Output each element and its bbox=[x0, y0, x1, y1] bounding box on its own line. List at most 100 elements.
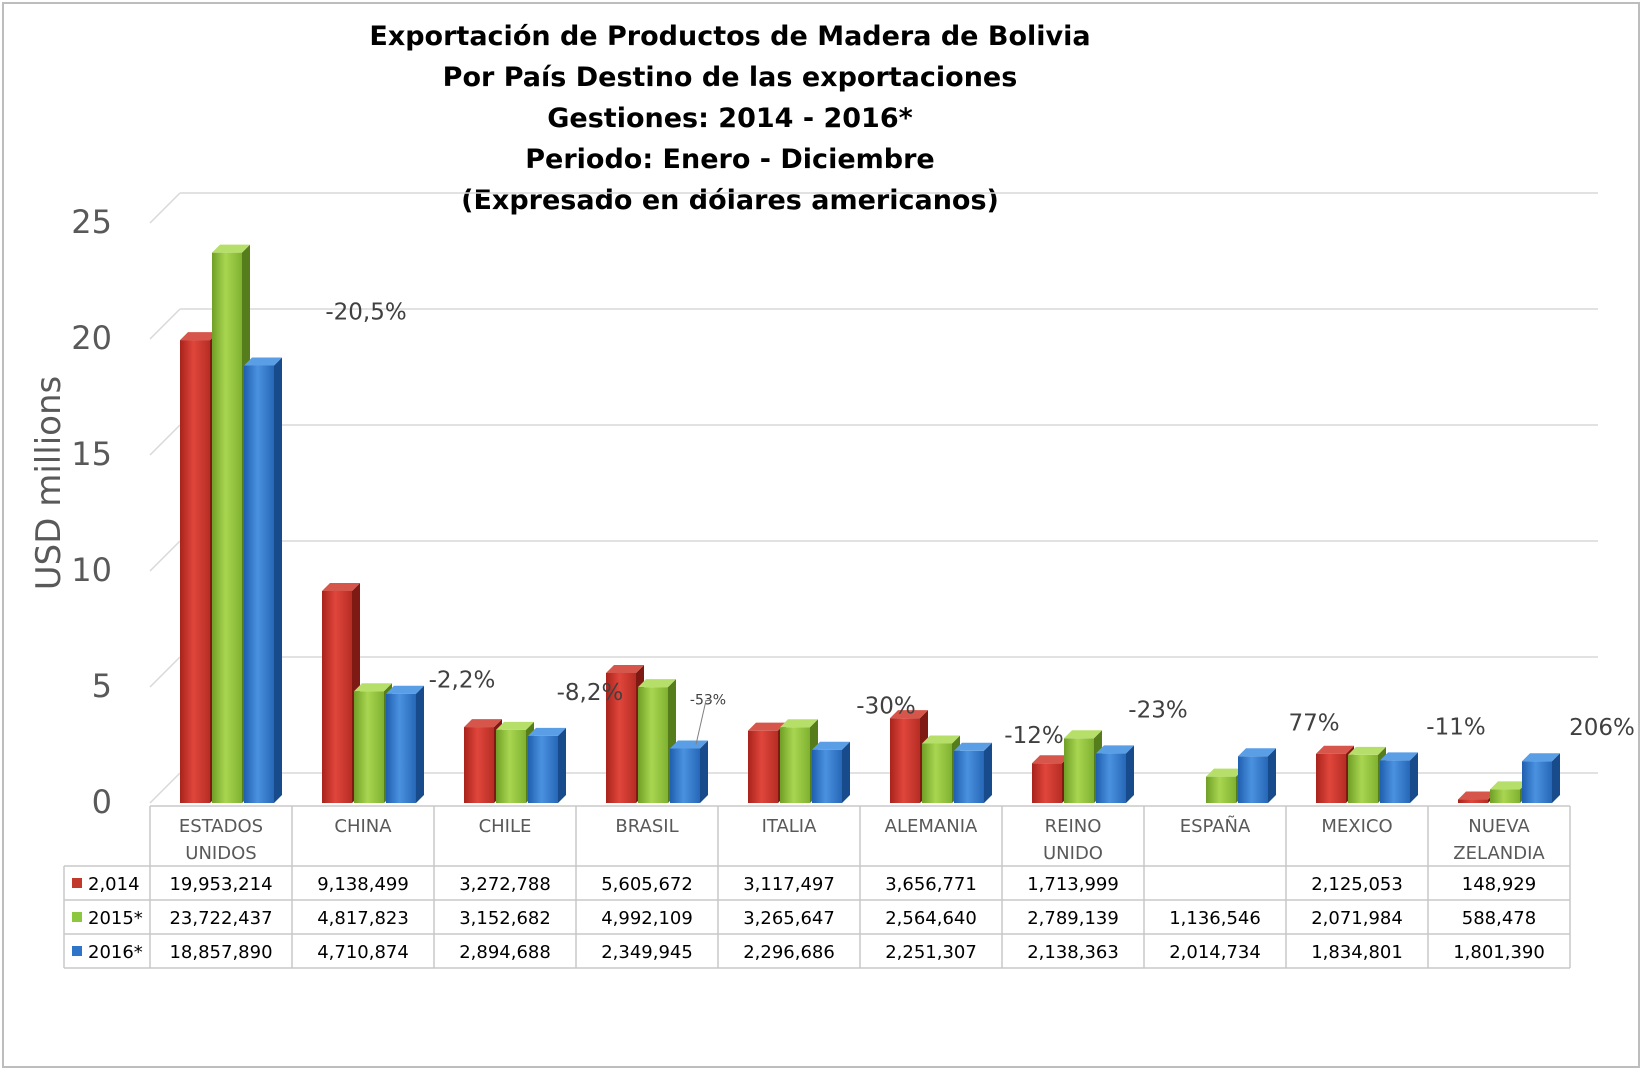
bar-top bbox=[1238, 748, 1276, 757]
percent-change-label: 206% bbox=[1569, 715, 1635, 741]
table-cell: 1,713,999 bbox=[1027, 874, 1119, 895]
bar-top bbox=[748, 722, 786, 731]
table-cell: 3,656,771 bbox=[885, 874, 977, 895]
percent-change-label: 77% bbox=[1288, 710, 1339, 736]
bar-2016-5 bbox=[954, 742, 992, 803]
category-label: BRASIL bbox=[615, 816, 678, 837]
gridline-depth bbox=[149, 192, 181, 224]
bar-front bbox=[496, 729, 526, 803]
bar-top bbox=[780, 719, 818, 728]
category-label: CHINA bbox=[334, 816, 392, 837]
bar-top bbox=[638, 679, 676, 688]
bar-top bbox=[954, 742, 992, 751]
bar-front bbox=[670, 748, 700, 803]
legend-key-2014 bbox=[72, 878, 82, 888]
bar-top bbox=[212, 244, 250, 253]
bar-front bbox=[922, 743, 952, 803]
table-cell: 2,789,139 bbox=[1027, 908, 1119, 929]
axis-layer: 0 5 10 15 20 25 USD millions bbox=[29, 203, 112, 821]
percent-change-label: -20,5% bbox=[325, 299, 406, 325]
table-cell: 4,992,109 bbox=[601, 908, 693, 929]
bar-front bbox=[890, 718, 920, 803]
bar-front bbox=[322, 590, 352, 803]
y-tick-label: 25 bbox=[71, 203, 112, 241]
bar-top bbox=[322, 582, 360, 591]
table-cell: 18,857,890 bbox=[169, 942, 272, 963]
table-cell: 9,138,499 bbox=[317, 874, 409, 895]
bar-top bbox=[386, 685, 424, 694]
bar-front bbox=[1064, 738, 1094, 803]
bar-side bbox=[700, 740, 708, 803]
table-cell: 2,125,053 bbox=[1311, 874, 1403, 895]
table-cell: 1,136,546 bbox=[1169, 908, 1261, 929]
table-cell: 2,251,307 bbox=[885, 942, 977, 963]
percent-change-label: -11% bbox=[1426, 714, 1485, 740]
bar-top bbox=[464, 719, 502, 728]
title-line-1: Exportación de Productos de Madera de Bo… bbox=[369, 21, 1091, 52]
bar-front bbox=[606, 672, 636, 803]
gridline-depth bbox=[149, 772, 181, 804]
title-line-4: Periodo: Enero - Diciembre bbox=[525, 144, 935, 175]
bar-front bbox=[180, 340, 210, 803]
series-name: 2015* bbox=[88, 908, 143, 929]
table-cell: 23,722,437 bbox=[169, 908, 272, 929]
bar-top bbox=[354, 683, 392, 692]
category-label: REINO bbox=[1045, 816, 1102, 837]
bar-top bbox=[1064, 730, 1102, 739]
gridline-depth bbox=[149, 308, 181, 340]
table-cell: 2,014,734 bbox=[1169, 942, 1261, 963]
table-cell: 3,117,497 bbox=[743, 874, 835, 895]
bar-front bbox=[1206, 776, 1236, 803]
table-cell: 2,138,363 bbox=[1027, 942, 1119, 963]
bar-2016-3 bbox=[670, 740, 708, 803]
table-cell: 588,478 bbox=[1462, 908, 1536, 929]
bar-2016-6 bbox=[1096, 745, 1134, 803]
bar-front bbox=[812, 749, 842, 803]
table-cell: 2,564,640 bbox=[885, 908, 977, 929]
bar-top bbox=[1490, 781, 1528, 790]
bar-2016-2 bbox=[528, 727, 566, 803]
table-cell: 2,349,945 bbox=[601, 942, 693, 963]
bar-top bbox=[1096, 745, 1134, 754]
y-tick-label: 5 bbox=[92, 667, 112, 705]
title-line-3: Gestiones: 2014 - 2016* bbox=[547, 103, 913, 134]
bar-front bbox=[1522, 761, 1552, 803]
bar-front bbox=[528, 735, 558, 803]
title-line-5: (Expresado en dólares americanos) bbox=[461, 185, 999, 216]
category-label: ESPAÑA bbox=[1180, 815, 1251, 837]
bar-2016-7 bbox=[1238, 748, 1276, 803]
percent-change-label: -8,2% bbox=[557, 680, 624, 706]
bar-front bbox=[1096, 753, 1126, 803]
bar-top bbox=[1380, 752, 1418, 761]
bar-top bbox=[670, 740, 708, 749]
bar-2016-8 bbox=[1380, 752, 1418, 803]
category-label: ALEMANIA bbox=[885, 816, 978, 837]
legend-key-2015 bbox=[72, 912, 82, 922]
bar-front bbox=[1380, 760, 1410, 803]
y-tick-label: 0 bbox=[92, 783, 112, 821]
table-cell: 4,710,874 bbox=[317, 942, 409, 963]
bar-top bbox=[1032, 755, 1070, 764]
bar-front bbox=[954, 750, 984, 803]
table-cell: 4,817,823 bbox=[317, 908, 409, 929]
category-label: ITALIA bbox=[762, 816, 818, 837]
bar-front bbox=[464, 727, 494, 803]
percent-change-label: -23% bbox=[1128, 697, 1187, 723]
percent-change-label: -30% bbox=[856, 694, 915, 720]
table-cell: 3,152,682 bbox=[459, 908, 551, 929]
category-label: UNIDOS bbox=[185, 843, 256, 864]
bar-layer bbox=[180, 244, 1560, 803]
bar-front bbox=[780, 727, 810, 803]
gridline-depth bbox=[149, 656, 181, 688]
bar-front bbox=[1032, 763, 1062, 803]
bar-side bbox=[1126, 745, 1134, 803]
bar-front bbox=[354, 691, 384, 803]
bar-side bbox=[1552, 753, 1560, 803]
title-line-2: Por País Destino de las exportaciones bbox=[442, 62, 1018, 93]
leader-line bbox=[695, 699, 712, 745]
percent-change-label: -12% bbox=[1004, 723, 1063, 749]
series-name: 2016* bbox=[88, 942, 143, 963]
bar-top bbox=[1348, 746, 1386, 755]
bar-front bbox=[1490, 789, 1520, 803]
